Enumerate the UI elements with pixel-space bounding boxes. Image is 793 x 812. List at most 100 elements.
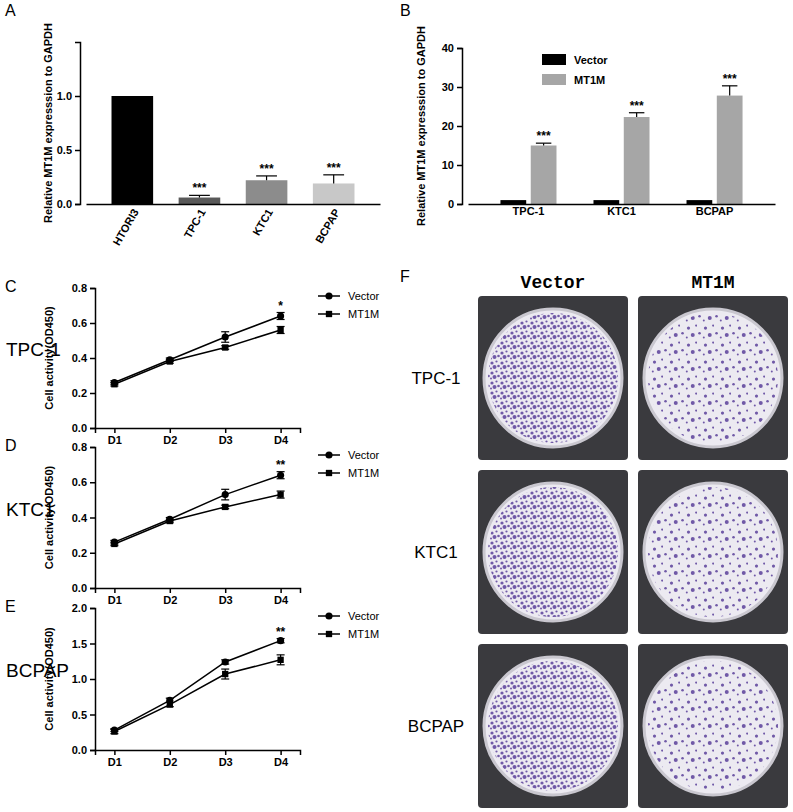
y-axis-line [457,49,463,205]
y-axis-title: Relative MT1M expresssion to GAPDH [415,26,427,226]
y-tick-mark [75,96,80,98]
row-label: KTC1 [414,543,457,562]
y-tick-mark [90,679,95,681]
x-tick-mark [225,588,227,593]
series-line [114,641,280,730]
bar [500,200,526,204]
y-tick-label: 1.5 [72,638,87,650]
x-axis: D1D2D3D4 [96,750,301,768]
y-tick: 40 [442,42,462,54]
plate-dish [644,657,782,795]
marker [277,327,283,333]
marker [167,701,173,707]
error-bar [221,332,229,343]
x-axis-line [87,204,381,206]
y-tick: 0.0 [72,744,95,756]
x-tick-label: KTC1 [250,207,275,238]
y-tick-mark [457,126,462,128]
column-header: MT1M [691,273,734,293]
marker [277,491,283,497]
series-line [114,330,280,384]
plate-colonies [648,313,778,443]
x-tick-label: D4 [274,434,289,446]
bar [179,198,221,204]
legend: VectorMT1M [542,54,608,86]
y-axis-line [90,289,96,429]
error-whisker [333,175,334,184]
panel-label: A [5,2,16,19]
y-axis-title: Relative MT1M expresssion to GAPDH [42,23,54,223]
x-tick-mark [170,428,172,433]
panel-0: 0.00.51.0HTORI3TPC-1KTC1BCPAPRelative MT… [5,2,381,247]
error-bar [221,489,229,500]
y-tick: 0.4 [72,352,95,364]
y-tick-label: 30 [442,81,454,93]
y-tick-label: 1.0 [57,90,72,102]
y-tick: 0 [448,198,462,210]
x-tick-label: D2 [163,434,177,446]
plate-dish [484,309,622,447]
marker [222,658,229,665]
y-tick-mark [90,750,95,752]
plate-colonies [488,313,618,443]
significance: *** [723,72,737,86]
error-bar [277,313,285,320]
x-tick-mark [114,428,116,433]
x-tick: TPC-1 [513,204,545,217]
significance: *** [192,181,206,195]
x-tick-mark [170,750,172,755]
panel-f: FVectorMT1MTPC-1KTC1BCPAP [400,268,788,808]
error-whisker [729,86,730,96]
y-tick-label: 0.4 [72,352,88,364]
y-tick-label: 10 [442,159,454,171]
marker [222,333,229,340]
x-axis-line [96,429,301,434]
x-tick: BCPAP [313,204,342,245]
plate-photo [478,470,628,634]
y-tick: 0.2 [72,387,95,399]
plate-photo [478,644,628,808]
error-cap [221,489,229,490]
y-axis: 010203040 [442,42,463,210]
y-tick: 0.5 [72,709,95,721]
y-tick-mark [90,553,95,555]
y-tick: 1.0 [72,673,95,685]
y-tick-mark [90,447,95,449]
y-tick: 0.8 [72,441,95,453]
plate-background [638,296,788,460]
x-tick-mark [225,750,227,755]
y-tick-mark [75,150,80,152]
y-tick-label: 0.2 [72,387,87,399]
x-tick-mark [280,588,282,593]
y-tick-label: 0.0 [57,198,72,210]
plate-photo [478,296,628,460]
y-tick: 30 [442,81,462,93]
x-tick: D3 [219,588,233,606]
bar [112,96,154,204]
y-tick-label: 0.0 [72,582,87,594]
y-tick: 0.6 [72,317,95,329]
y-tick-label: 0 [448,198,454,210]
y-tick-mark [457,204,462,206]
legend: VectorMT1M [318,290,380,320]
marks [110,312,284,387]
y-tick: 0.0 [72,582,95,594]
error-whisker [636,113,637,117]
error-bar [277,655,285,665]
y-tick-label: 0.8 [72,282,87,294]
y-tick: 0.0 [72,422,95,434]
plate-background [638,644,788,808]
x-tick-label: BCPAP [696,205,734,217]
error-bar [277,327,285,334]
x-axis-line [96,751,301,756]
cell-line-label: KTC1 [6,499,55,520]
x-tick: D4 [274,750,289,768]
y-tick-mark [90,393,95,395]
x-tick: TPC-1 [182,204,208,240]
bar [624,117,650,204]
significance: ** [276,458,286,472]
y-axis-line [75,43,81,205]
marker [222,671,228,677]
marker [277,312,284,319]
legend-item: MT1M [542,74,605,86]
